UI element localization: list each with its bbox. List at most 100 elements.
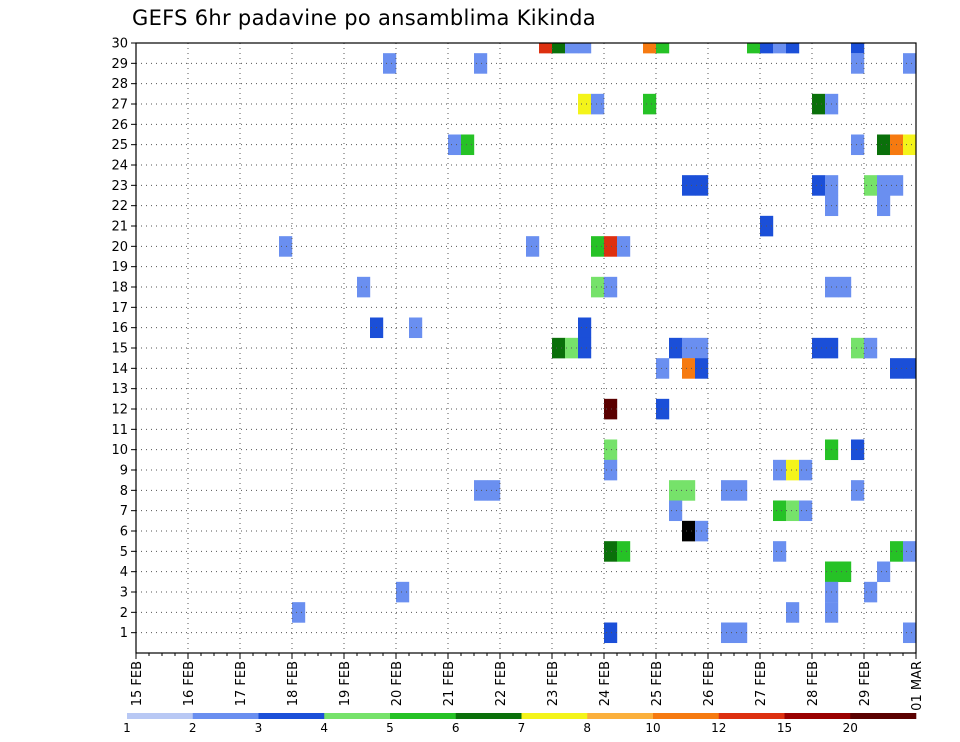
y-tick-label: 20 [111,240,128,255]
colorbar-label: 5 [386,721,394,735]
heatmap-cell [864,175,878,196]
heatmap-cell [851,43,865,54]
x-tick-label: 27 FEB [754,661,769,706]
heatmap-cell [604,622,618,644]
heatmap-cell [851,439,865,461]
x-tick-label: 28 FEB [806,661,821,706]
colorbar-label: 2 [189,721,197,735]
heatmap-cell [383,53,397,74]
x-tick-label: 18 FEB [286,661,301,706]
heatmap-cell [682,520,696,542]
heatmap-cell [903,134,916,156]
y-tick-label: 9 [120,464,128,479]
heatmap-cell [682,358,696,379]
heatmap-cell [786,459,800,481]
colorbar-label: 1 [123,721,131,735]
heatmap-cell [864,337,878,359]
heatmap-cell [669,337,683,359]
heatmap-cell [682,337,696,359]
y-tick-label: 28 [111,77,128,92]
heatmap-cell [838,561,852,583]
y-tick-label: 7 [120,504,128,519]
heatmap-cell [812,175,826,196]
heatmap-cell [604,236,618,257]
colorbar-label: 7 [518,721,526,735]
y-tick-label: 12 [111,403,128,418]
x-tick-label: 26 FEB [702,661,717,706]
heatmap-cell [916,94,929,115]
heatmap-cell [604,541,618,562]
y-tick-label: 5 [120,545,128,560]
heatmap-cell [604,439,618,461]
heatmap-cell [721,480,735,501]
y-tick-label: 25 [111,138,128,153]
x-tick-label: 25 FEB [650,661,665,706]
heatmap-cell [656,358,670,379]
heatmap-cell [812,337,826,359]
y-tick-label: 27 [111,98,128,113]
y-tick-label: 22 [111,199,128,214]
y-tick-label: 1 [120,626,128,641]
heatmap-cell [591,236,605,257]
y-tick-label: 13 [111,382,128,397]
y-tick-label: 11 [111,423,128,438]
heatmap-cell [851,480,865,501]
heatmap-cell [474,480,488,501]
heatmap-cell [799,459,813,481]
heatmap-cell [877,175,891,196]
x-tick-label: 29 FEB [858,661,873,706]
y-tick-label: 30 [111,37,128,52]
colorbar-label: 12 [711,721,726,735]
heatmap-cell [578,337,592,359]
colorbar-swatch [784,713,851,719]
x-tick-label: 24 FEB [598,661,613,706]
heatmap-cell [643,93,657,115]
heatmap-cell [357,276,371,298]
colorbar-label: 10 [645,721,660,735]
colorbar-swatch [192,713,259,719]
y-tick-label: 19 [111,260,128,275]
heatmap-cell [591,276,605,298]
heatmap-cell [838,276,852,298]
y-tick-label: 2 [120,606,128,621]
heatmap-cell [578,317,592,339]
colorbar-label: 20 [843,721,858,735]
y-tick-label: 4 [120,565,128,580]
heatmap-cell [656,398,670,420]
colorbar-swatch [521,713,588,719]
y-tick-label: 6 [120,525,128,540]
colorbar-swatch [258,713,325,719]
x-tick-label: 16 FEB [182,661,197,706]
colorbar-label: 4 [320,721,328,735]
colorbar-swatch [718,713,785,719]
heatmap-cell [604,276,618,298]
y-tick-label: 16 [111,321,128,336]
heatmap-cell [903,358,916,379]
heatmap-cell [578,93,592,115]
heatmap-cell [877,195,891,217]
heatmap-cell [773,43,787,54]
y-tick-label: 21 [111,220,128,235]
heatmap-cell [461,134,475,156]
y-tick-label: 29 [111,57,128,72]
heatmap-cell [747,43,761,54]
x-tick-label: 21 FEB [442,661,457,706]
y-tick-label: 23 [111,179,128,194]
heatmap-cell [812,93,826,115]
x-tick-label: 19 FEB [338,661,353,706]
heatmap-cell [864,581,878,603]
heatmap-cell [669,500,683,522]
heatmap-cell [552,337,566,359]
x-tick-label: 17 FEB [234,661,249,706]
x-tick-label: 20 FEB [390,661,405,706]
heatmap-cell [643,43,657,54]
heatmap-cell [487,480,501,501]
heatmap-cell [578,43,592,54]
colorbar-swatch [653,713,720,719]
chart-title: GEFS 6hr padavine po ansamblima Kikinda [132,6,596,30]
heatmap-cell [734,480,748,501]
heatmap-cell [617,236,631,257]
colorbar-swatch [587,713,654,719]
heatmap-cell [851,337,865,359]
heatmap-cell [396,581,410,603]
